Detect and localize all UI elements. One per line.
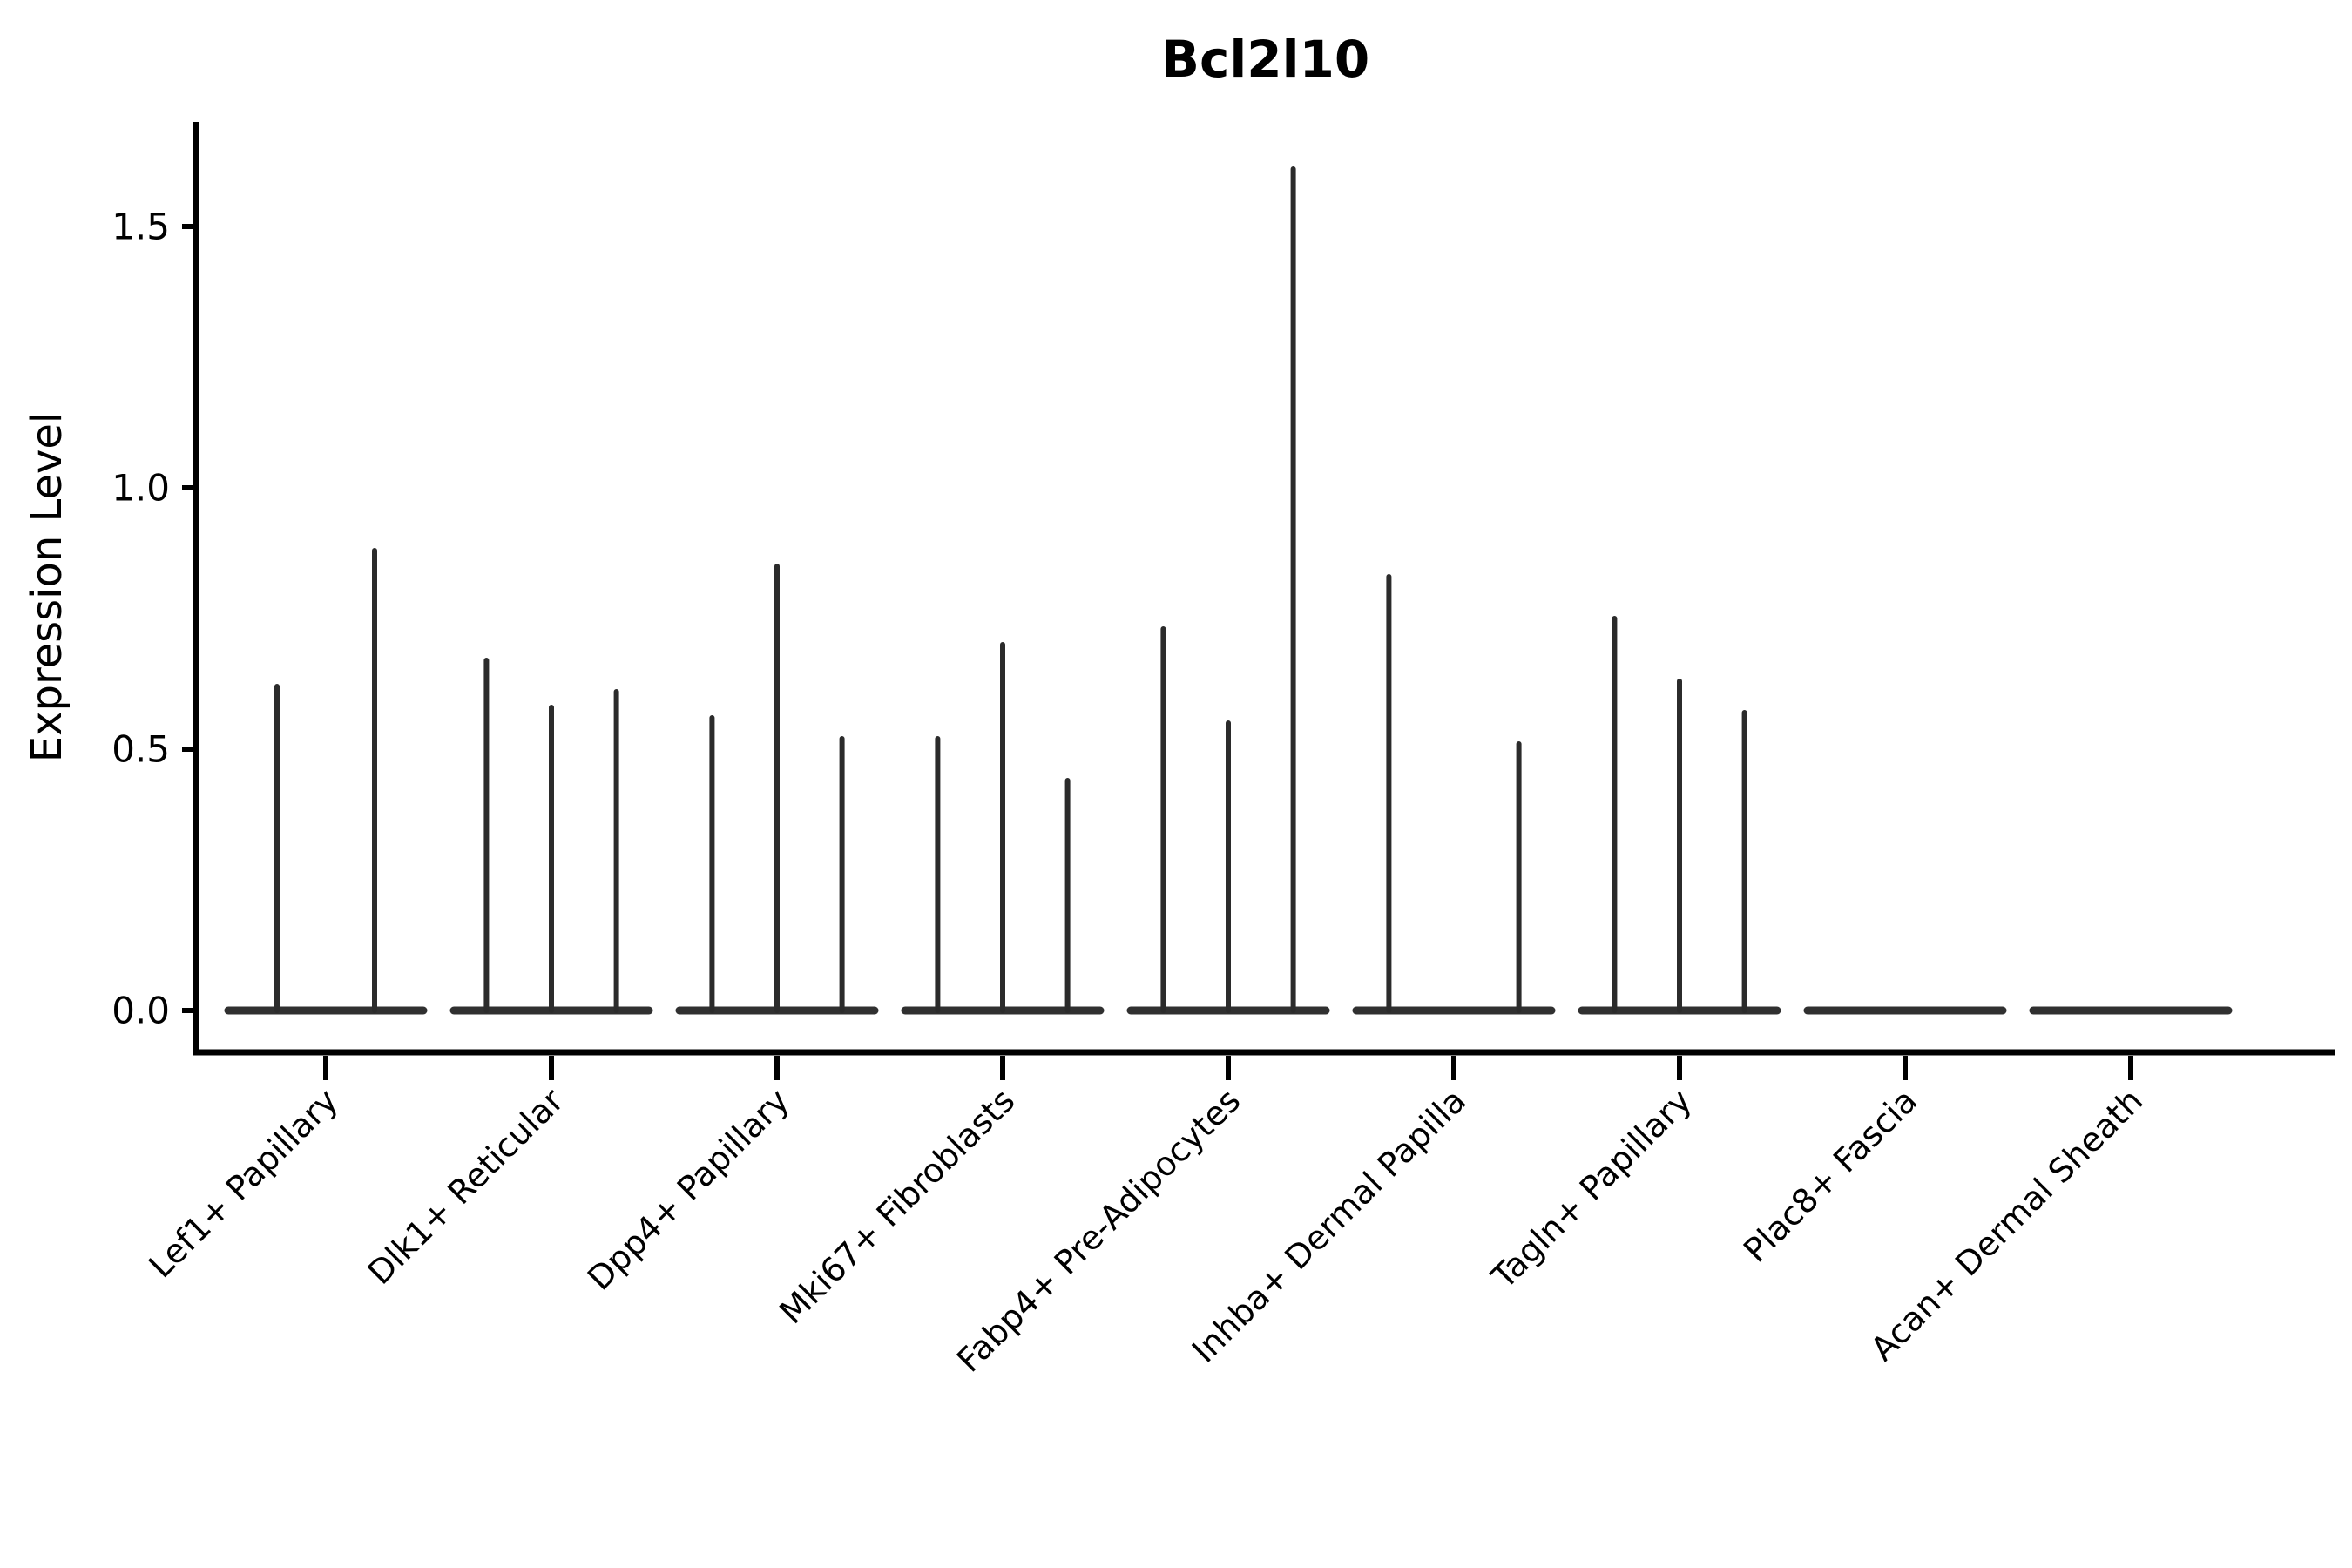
plot-title: Bcl2l10: [1161, 30, 1369, 89]
y-tick-label: 1.0: [112, 467, 170, 510]
y-tick-label: 0.0: [112, 990, 170, 1032]
x-tick-label: Lef1+ Papillary: [141, 1081, 345, 1285]
y-tick-label: 1.5: [112, 206, 170, 248]
x-tick-label: Dpp4+ Papillary: [580, 1081, 796, 1297]
y-tick-label: 0.5: [112, 728, 170, 771]
y-axis-label: Expression Level: [23, 412, 71, 763]
x-tick-label: Tagln+ Papillary: [1484, 1081, 1699, 1296]
x-tick-label: Dlk1+ Reticular: [361, 1081, 571, 1292]
x-tick-label: Plac8+ Fascia: [1736, 1081, 1924, 1269]
x-tick-label: Mki67+ Fibroblasts: [772, 1081, 1022, 1331]
